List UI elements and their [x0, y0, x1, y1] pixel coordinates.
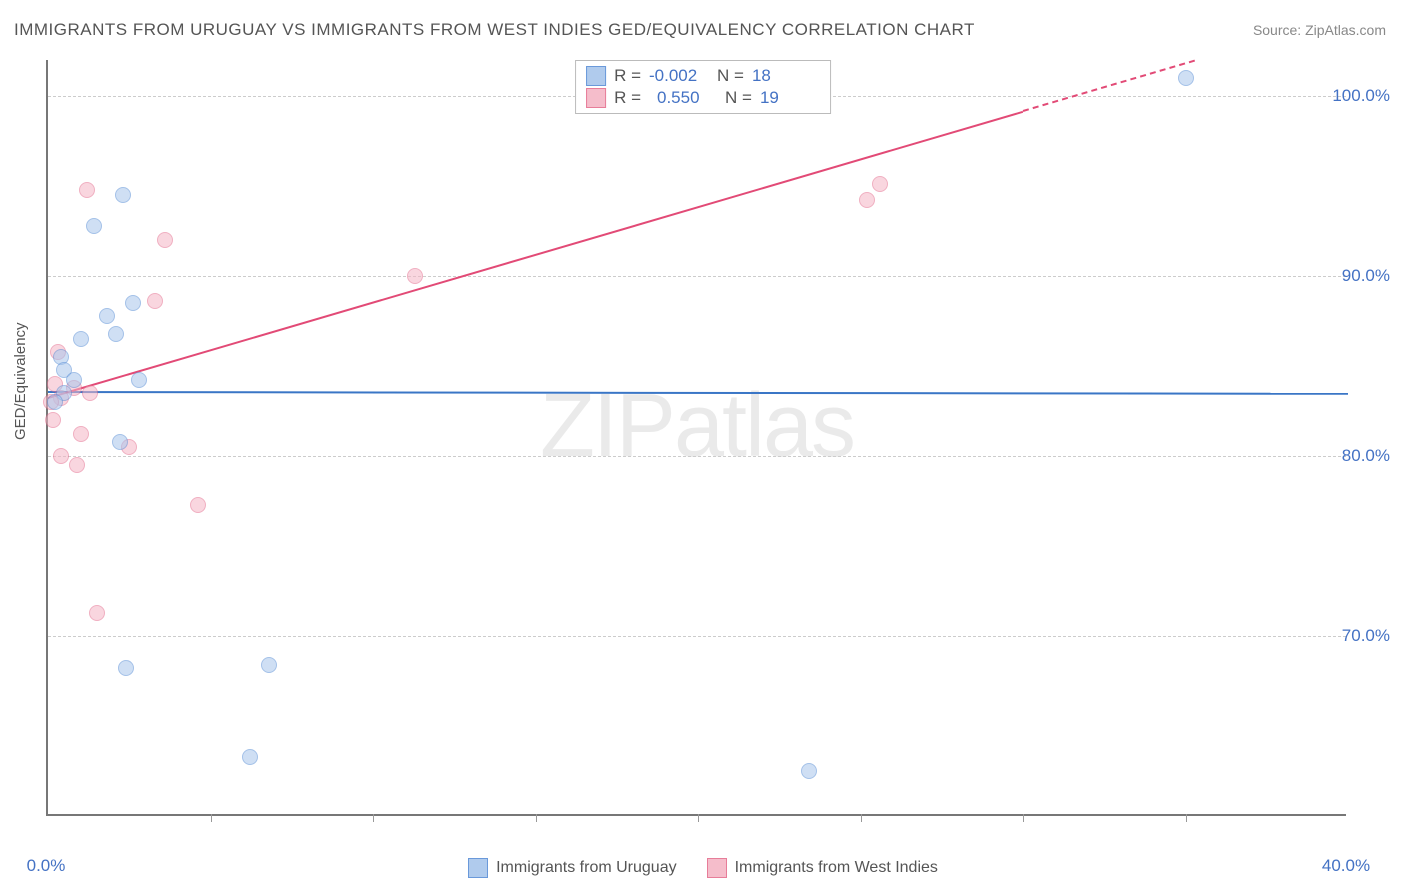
r-label: R =	[614, 66, 641, 86]
legend-correlation-box: R = -0.002 N = 18 R = 0.550 N = 19	[575, 60, 831, 114]
point-west-indies	[89, 605, 105, 621]
point-west-indies	[147, 293, 163, 309]
point-west-indies	[859, 192, 875, 208]
r-label: R =	[614, 88, 641, 108]
point-west-indies	[69, 457, 85, 473]
gridline-h	[48, 456, 1346, 457]
point-west-indies	[79, 182, 95, 198]
x-minor-tick	[698, 814, 699, 822]
legend-label-west-indies: Immigrants from West Indies	[735, 859, 938, 877]
point-west-indies	[45, 412, 61, 428]
legend-swatch-west-indies	[707, 858, 727, 878]
point-uruguay	[112, 434, 128, 450]
point-uruguay	[1178, 70, 1194, 86]
x-minor-tick	[536, 814, 537, 822]
legend-label-uruguay: Immigrants from Uruguay	[496, 859, 677, 877]
point-uruguay	[118, 660, 134, 676]
point-west-indies	[53, 448, 69, 464]
legend-item-uruguay: Immigrants from Uruguay	[468, 858, 677, 878]
n-value-uruguay: 18	[752, 66, 812, 86]
source-label: Source: ZipAtlas.com	[1253, 22, 1386, 38]
x-tick-label: 0.0%	[27, 856, 66, 876]
point-uruguay	[47, 394, 63, 410]
x-minor-tick	[211, 814, 212, 822]
n-label: N =	[717, 66, 744, 86]
point-uruguay	[261, 657, 277, 673]
point-uruguay	[99, 308, 115, 324]
point-west-indies	[157, 232, 173, 248]
legend-item-west-indies: Immigrants from West Indies	[707, 858, 938, 878]
y-axis-label: GED/Equivalency	[12, 322, 29, 440]
point-west-indies	[82, 385, 98, 401]
x-minor-tick	[861, 814, 862, 822]
trend-line	[1023, 60, 1195, 112]
point-west-indies	[872, 176, 888, 192]
point-west-indies	[407, 268, 423, 284]
plot-area: ZIPatlas	[46, 60, 1346, 816]
point-uruguay	[86, 218, 102, 234]
legend-row-uruguay: R = -0.002 N = 18	[586, 65, 820, 87]
legend-swatch-uruguay	[468, 858, 488, 878]
point-uruguay	[125, 295, 141, 311]
point-uruguay	[242, 749, 258, 765]
r-value-west-indies: 0.550	[649, 88, 717, 108]
y-tick-label: 100.0%	[1332, 86, 1390, 106]
legend-swatch-west-indies	[586, 88, 606, 108]
y-tick-label: 90.0%	[1342, 266, 1390, 286]
point-west-indies	[73, 426, 89, 442]
point-uruguay	[115, 187, 131, 203]
x-minor-tick	[373, 814, 374, 822]
x-tick-label: 40.0%	[1322, 856, 1370, 876]
r-value-uruguay: -0.002	[649, 66, 709, 86]
trend-line	[48, 110, 1024, 398]
point-uruguay	[801, 763, 817, 779]
y-tick-label: 70.0%	[1342, 626, 1390, 646]
legend-row-west-indies: R = 0.550 N = 19	[586, 87, 820, 109]
n-value-west-indies: 19	[760, 88, 820, 108]
point-uruguay	[108, 326, 124, 342]
y-tick-label: 80.0%	[1342, 446, 1390, 466]
x-minor-tick	[1023, 814, 1024, 822]
watermark: ZIPatlas	[540, 375, 854, 478]
point-uruguay	[131, 372, 147, 388]
gridline-h	[48, 276, 1346, 277]
gridline-h	[48, 636, 1346, 637]
n-label: N =	[725, 88, 752, 108]
x-minor-tick	[1186, 814, 1187, 822]
chart-title: IMMIGRANTS FROM URUGUAY VS IMMIGRANTS FR…	[14, 20, 975, 40]
legend-swatch-uruguay	[586, 66, 606, 86]
point-uruguay	[73, 331, 89, 347]
legend-series: Immigrants from Uruguay Immigrants from …	[0, 858, 1406, 878]
trend-line	[48, 391, 1348, 395]
point-west-indies	[190, 497, 206, 513]
